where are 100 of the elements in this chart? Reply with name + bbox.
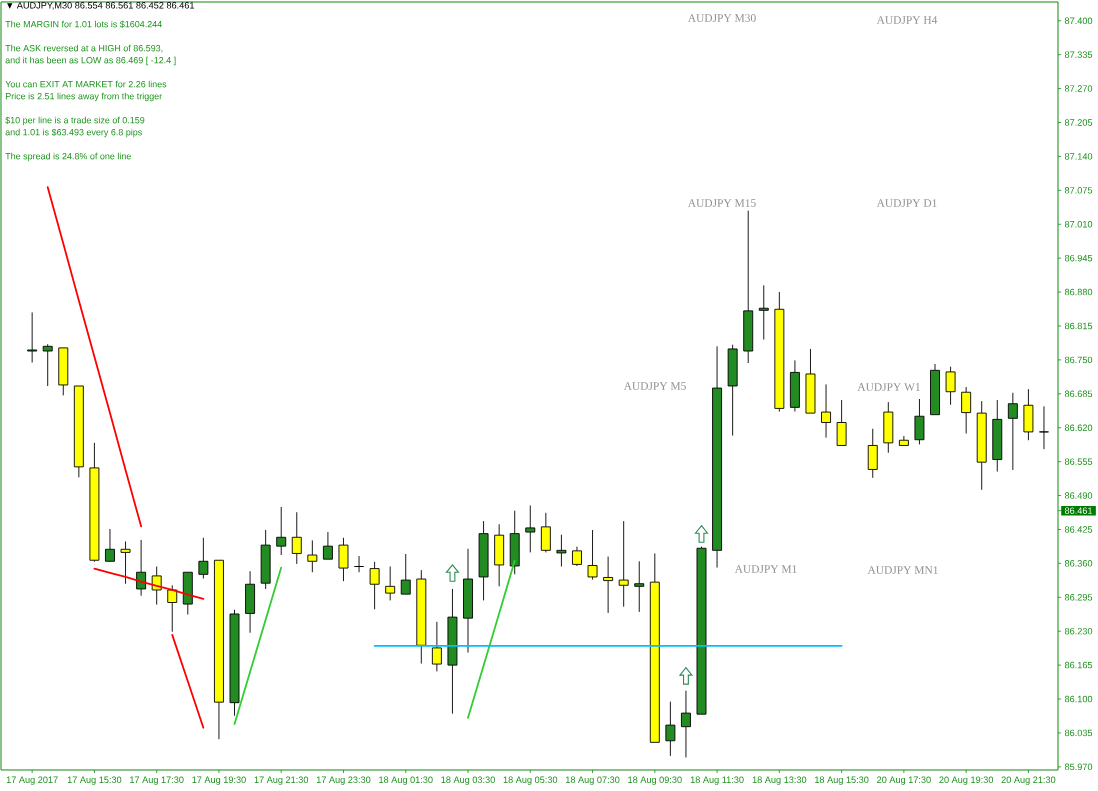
y-tick-label: 86.230 — [1064, 627, 1093, 635]
annotation: $10 per line is a trade size of 0.159 — [5, 116, 145, 126]
x-tick-label: 18 Aug 03:30 — [441, 776, 495, 785]
annotation: AUDJPY H4 — [876, 16, 938, 24]
y-tick-label: 86.100 — [1064, 695, 1093, 703]
annotation: and 1.01 is $63.493 every 6.8 pips — [5, 128, 142, 138]
y-tick-label: 86.880 — [1064, 288, 1093, 296]
y-tick-label: 87.400 — [1064, 17, 1093, 25]
candlestick — [680, 690, 691, 758]
y-tick-label: 86.295 — [1064, 594, 1093, 601]
candlestick — [587, 529, 598, 580]
y-tick-label: 86.685 — [1064, 390, 1093, 398]
x-tick-label: 18 Aug 01:30 — [379, 776, 433, 785]
y-tick-label: 86.425 — [1064, 526, 1093, 533]
y-tick-label: 87.075 — [1064, 187, 1093, 194]
candlestick — [556, 534, 567, 567]
x-tick-label: 17 Aug 21:30 — [254, 776, 309, 785]
y-tick-label: 86.490 — [1064, 492, 1093, 499]
x-tick-label: 18 Aug 05:30 — [503, 776, 558, 785]
y-tick-label: 87.270 — [1064, 85, 1093, 92]
candlestick — [758, 284, 769, 340]
y-tick-label: 87.140 — [1064, 153, 1093, 160]
candlestick — [245, 570, 256, 634]
candlestick — [712, 345, 723, 568]
chart-title: ▼ AUDJPY,M30 86.554 86.561 86.452 86.461 — [7, 2, 195, 10]
x-tick-label: 17 Aug 23:30 — [316, 776, 371, 785]
candlestick — [976, 400, 987, 491]
y-tick-label: 86.360 — [1064, 560, 1093, 567]
candlestick — [525, 505, 536, 553]
line-series — [46, 186, 143, 528]
candlestick — [774, 291, 785, 412]
x-tick-label: 18 Aug 07:30 — [565, 776, 620, 785]
y-tick-label: 87.335 — [1064, 51, 1093, 58]
x-tick-label: 20 Aug 17:30 — [877, 776, 931, 785]
candlestick — [260, 529, 271, 590]
annotation: AUDJPY W1 — [857, 383, 920, 391]
candlestick — [136, 539, 147, 597]
y-tick-label: 86.620 — [1064, 424, 1093, 431]
candlestick — [572, 546, 582, 567]
point — [694, 525, 709, 543]
y-tick-label: 86.461 — [1064, 507, 1093, 514]
candlestick — [603, 556, 614, 614]
annotation: The spread is 24.8% of one line — [5, 152, 131, 162]
annotation: and it has been as LOW as 86.469 [ -12.4 ] — [5, 56, 176, 66]
candlestick — [42, 343, 53, 387]
candlestick — [883, 401, 894, 454]
annotation: AUDJPY M5 — [623, 382, 686, 390]
point — [445, 564, 459, 582]
candlestick — [961, 386, 972, 434]
x-tick-label: 18 Aug 13:30 — [752, 776, 807, 785]
candlestick — [914, 398, 925, 445]
candlestick — [789, 359, 800, 412]
candlestick — [307, 539, 318, 573]
candlestick — [618, 520, 629, 608]
annotation: Price is 2.51 lines away from the trigger — [5, 92, 163, 102]
x-tick-label: 18 Aug 15:30 — [815, 776, 869, 785]
annotation: AUDJPY M1 — [734, 565, 797, 573]
candlestick — [867, 428, 878, 479]
candlestick — [665, 701, 676, 757]
candlestick — [120, 541, 131, 585]
y-tick-label: 86.035 — [1064, 729, 1093, 737]
annotation: AUDJPY D1 — [876, 199, 937, 207]
y-tick-label: 85.970 — [1064, 763, 1093, 771]
annotation: The ASK reversed at a HIGH of 86.593, — [5, 44, 163, 53]
candlestick — [369, 561, 380, 610]
candlestick — [89, 442, 100, 563]
x-tick-label: 17 Aug 17:30 — [130, 776, 184, 785]
candlestick — [494, 523, 505, 587]
annotation: You can EXIT AT MARKET for 2.26 lines — [5, 80, 167, 88]
x-tick-label: 17 Aug 15:30 — [67, 776, 122, 785]
y-tick-label: 86.815 — [1064, 322, 1093, 330]
candlestick — [1007, 392, 1018, 471]
y-tick-label: 86.555 — [1064, 458, 1093, 465]
candlestick — [276, 506, 287, 556]
y-tick-label: 86.750 — [1064, 356, 1093, 364]
x-tick-label: 18 Aug 11:30 — [690, 776, 744, 785]
candlestick — [167, 584, 178, 633]
x-tick-label: 18 Aug 09:30 — [628, 776, 682, 785]
candlestick — [27, 311, 38, 363]
y-tick-label: 86.165 — [1064, 661, 1093, 669]
y-tick-label: 86.945 — [1064, 254, 1093, 262]
x-tick-label: 20 Aug 21:30 — [1001, 776, 1056, 785]
candlestick — [821, 383, 832, 439]
candlestick — [743, 210, 754, 364]
candlestick — [416, 569, 427, 664]
candlestick — [198, 537, 209, 579]
candlestick — [992, 399, 1003, 472]
annotation: AUDJPY M30 — [687, 14, 756, 22]
annotation: The MARGIN for 1.01 lots is $1604.244 — [5, 20, 162, 28]
candlestick — [291, 511, 302, 565]
candlestick — [431, 621, 442, 672]
annotation: AUDJPY MN1 — [867, 566, 938, 574]
candlestick — [1039, 405, 1049, 450]
annotation: AUDJPY M15 — [687, 199, 756, 207]
candlestick — [634, 560, 645, 613]
candlestick — [478, 520, 489, 601]
candlestick — [447, 588, 458, 715]
x-tick-label: 20 Aug 19:30 — [939, 776, 994, 785]
x-tick-label: 17 Aug 2017 — [6, 776, 58, 785]
x-tick-label: 17 Aug 19:30 — [192, 776, 246, 785]
